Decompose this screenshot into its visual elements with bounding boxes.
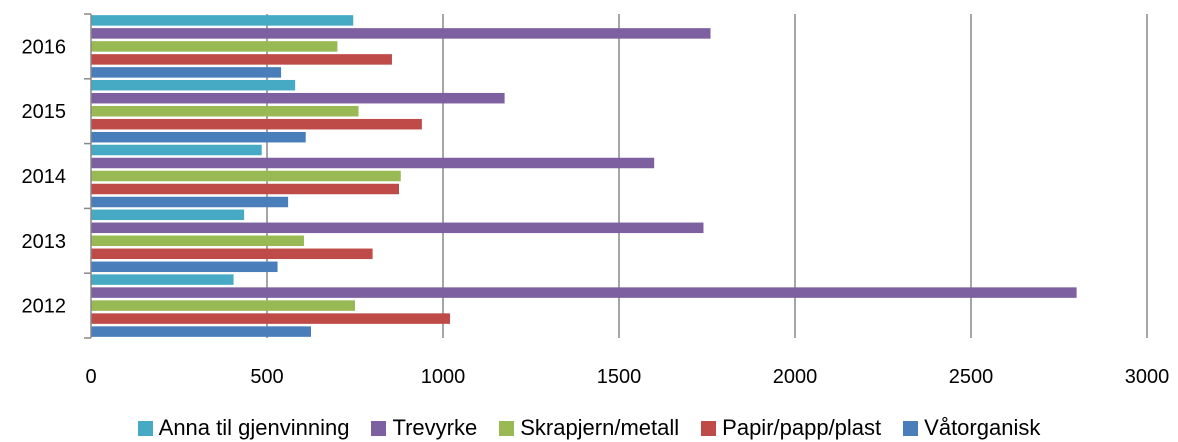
legend-item: Skrapjern/metall [499, 415, 679, 441]
x-tick-labels: 0 500 1000 1500 2000 2500 3000 [85, 366, 1169, 388]
bar [91, 28, 711, 39]
legend-label: Papir/papp/plast [722, 415, 882, 440]
legend-swatch [701, 420, 717, 436]
legend-item: Anna til gjenvinning [137, 415, 350, 441]
x-tick-label: 1500 [597, 366, 642, 388]
legend-swatch [371, 420, 387, 436]
y-tick-label: 2014 [22, 166, 67, 188]
bar [91, 183, 399, 195]
legend-label: Anna til gjenvinning [158, 415, 350, 440]
y-tick-label: 2015 [22, 101, 67, 123]
x-tick-label: 2500 [949, 366, 994, 388]
bar [91, 157, 655, 169]
bar [91, 144, 262, 156]
bar [91, 222, 704, 234]
gridlines [266, 14, 1148, 338]
bar [91, 105, 359, 117]
legend-swatch [137, 420, 153, 436]
bar [91, 235, 304, 247]
legend: Anna til gjenvinning Trevyrke Skrapjern/me… [0, 414, 1178, 442]
x-tick-label: 1000 [421, 366, 466, 388]
bar [91, 15, 354, 26]
bar [91, 326, 311, 337]
bar [91, 287, 1077, 298]
legend-label: Skrapjern/metall [520, 415, 680, 440]
bar [91, 300, 355, 311]
y-tick-label: 2012 [22, 296, 67, 318]
bar [91, 248, 373, 260]
y-tick-label: 2016 [22, 36, 67, 58]
bar [91, 261, 278, 273]
x-tick-label: 3000 [1125, 366, 1170, 388]
bar [91, 313, 451, 324]
legend-label: Våtorganisk [924, 415, 1041, 440]
bar [91, 92, 505, 104]
bar [91, 67, 282, 78]
x-tick-label: 0 [85, 366, 96, 388]
legend-item: Våtorganisk [903, 415, 1040, 441]
x-tick-label: 2000 [773, 366, 818, 388]
bars [91, 15, 1077, 337]
bar [91, 41, 338, 52]
bar [91, 118, 422, 130]
bar [91, 170, 401, 182]
bar [91, 274, 234, 285]
y-tick-label: 2013 [22, 231, 67, 253]
bar [91, 54, 392, 65]
x-tick-label: 500 [250, 366, 283, 388]
legend-swatch [499, 420, 515, 436]
axes [84, 13, 92, 339]
bar [91, 196, 289, 208]
legend-item: Trevyrke [371, 415, 477, 441]
bar [91, 79, 296, 91]
bar-chart: 0 500 1000 1500 2000 2500 3000 201220132014201… [22, 13, 1169, 388]
legend-label: Trevyrke [392, 415, 478, 440]
y-tick-labels: 2012 2013 2014 2015 2016 [22, 36, 67, 317]
legend-swatch [903, 420, 919, 436]
legend-item: Papir/papp/plast [701, 415, 881, 441]
bar [91, 209, 245, 221]
bar [91, 131, 306, 143]
